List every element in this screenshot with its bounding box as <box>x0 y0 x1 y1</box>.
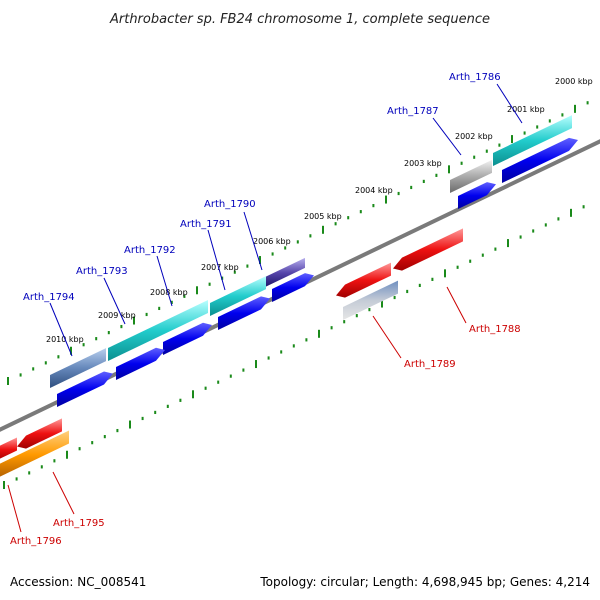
gene-box[interactable] <box>210 276 266 316</box>
kbp-label: 2001 kbp <box>507 105 545 114</box>
gene-arrow[interactable] <box>17 418 62 449</box>
kbp-label: 2009 kbp <box>98 311 136 320</box>
cds-arrow[interactable] <box>218 296 270 330</box>
kbp-label: 2004 kbp <box>355 186 393 195</box>
gene-labels: Arth_1786 Arth_1787 Arth_1790 Arth_1791 Arth… <box>10 72 521 547</box>
label-leader <box>7 484 22 533</box>
gene-box[interactable] <box>450 159 492 193</box>
kbp-label: 2008 kbp <box>150 288 188 297</box>
gene-box[interactable] <box>493 115 572 166</box>
gene-label[interactable]: Arth_1786 <box>449 72 501 83</box>
label-leader <box>52 471 75 515</box>
gene-label[interactable]: Arth_1792 <box>124 245 176 256</box>
gene-box[interactable] <box>0 437 17 461</box>
label-leaders <box>7 83 523 533</box>
cds-arrow[interactable] <box>57 371 113 407</box>
label-leader <box>496 83 523 124</box>
gene-box[interactable] <box>50 348 106 388</box>
cds-arrow[interactable] <box>272 273 314 302</box>
topology-text: Topology: circular; Length: 4,698,945 bp… <box>259 575 590 589</box>
gene-label[interactable]: Arth_1787 <box>387 106 439 117</box>
gene-label[interactable]: Arth_1794 <box>23 292 75 303</box>
gene-label[interactable]: Arth_1789 <box>404 359 456 370</box>
cds-arrow[interactable] <box>116 347 165 380</box>
label-leader <box>103 277 126 325</box>
label-leader <box>49 302 73 357</box>
label-leader <box>372 315 402 359</box>
kbp-label: 2007 kbp <box>201 263 239 272</box>
map-title: Arthrobacter sp. FB24 chromosome 1, comp… <box>109 12 490 27</box>
kbp-label: 2005 kbp <box>304 212 342 221</box>
label-leader <box>243 211 263 271</box>
label-leader <box>432 117 462 156</box>
gene-label[interactable]: Arth_1790 <box>204 199 256 210</box>
label-leader <box>446 286 467 324</box>
gene-box[interactable] <box>343 280 398 320</box>
cds-arrow[interactable] <box>458 182 496 209</box>
cds-arrow[interactable] <box>163 322 212 355</box>
gene-label[interactable]: Arth_1793 <box>76 266 128 277</box>
tick-rulers <box>3 101 589 489</box>
gene-label[interactable]: Arth_1795 <box>53 518 105 529</box>
gene-arrow[interactable] <box>393 228 463 271</box>
label-leader <box>156 255 173 307</box>
gene-box[interactable] <box>0 430 69 479</box>
kbp-label: 2002 kbp <box>455 132 493 141</box>
gene-box[interactable] <box>263 257 305 288</box>
cds-arrow[interactable] <box>502 137 578 183</box>
label-leader <box>207 229 226 291</box>
gene-arrow[interactable] <box>336 262 391 298</box>
gene-label[interactable]: Arth_1796 <box>10 536 62 547</box>
accession-text: Accession: NC_008541 <box>10 575 146 589</box>
gene-label[interactable]: Arth_1788 <box>469 324 521 335</box>
gene-box[interactable] <box>108 300 208 361</box>
kbp-labels: 2000 kbp 2001 kbp 2002 kbp 2003 kbp 2004 kbp… <box>46 77 593 344</box>
kbp-label: 2000 kbp <box>555 77 593 86</box>
gene-features <box>0 115 578 479</box>
gene-label[interactable]: Arth_1791 <box>180 219 232 230</box>
kbp-label: 2003 kbp <box>404 159 442 168</box>
kbp-label: 2006 kbp <box>253 237 291 246</box>
